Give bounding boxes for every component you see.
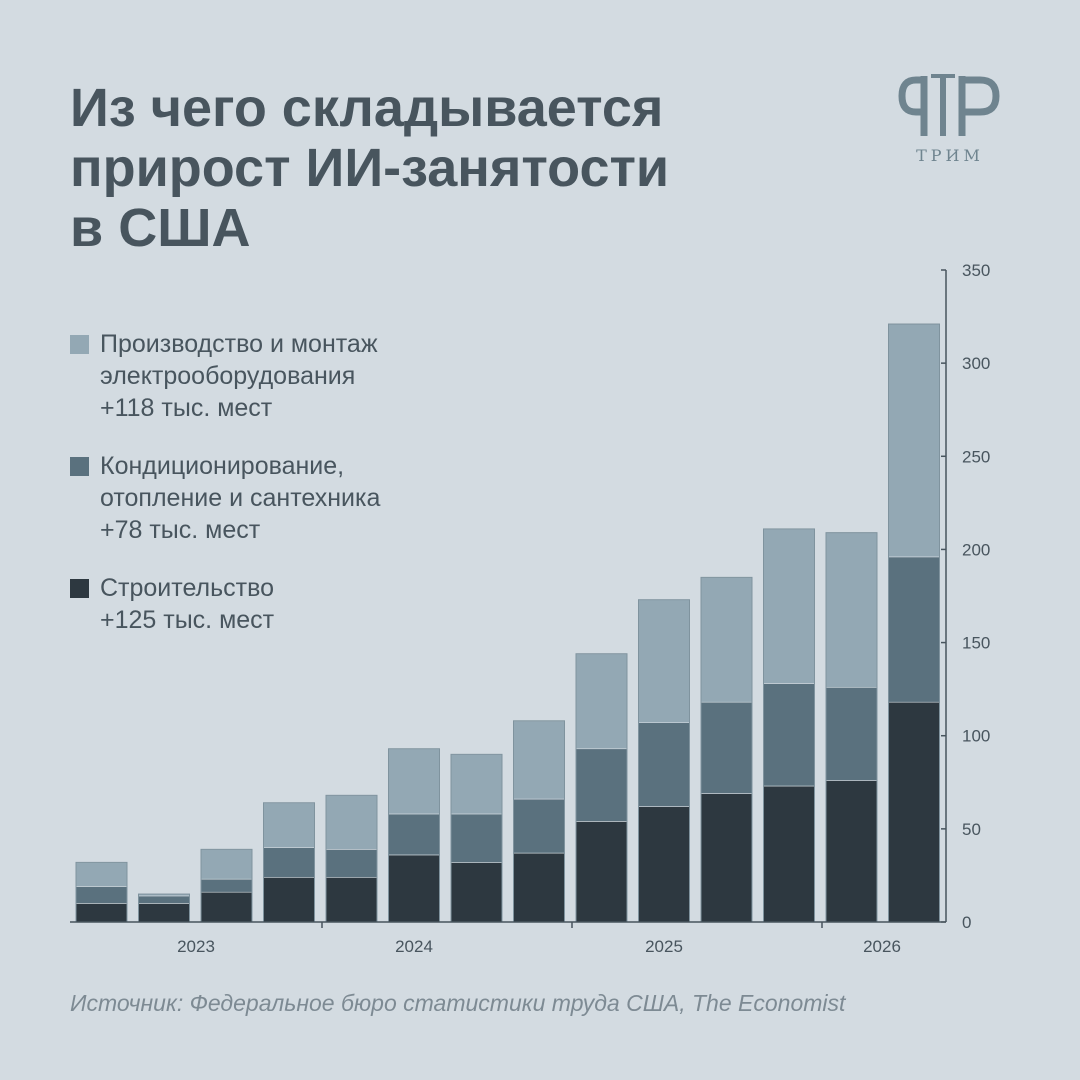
bar-segment — [263, 802, 315, 848]
bar-segment — [263, 876, 315, 923]
bar-segment — [200, 891, 253, 923]
y-tick-label: 150 — [962, 634, 990, 653]
x-tick-label: 2025 — [645, 937, 683, 956]
bar-segment — [638, 599, 690, 723]
chart-legend: Производство и монтаж электрооборудовани… — [70, 328, 450, 636]
legend-label: Строительство — [100, 574, 274, 602]
bar-segment — [700, 577, 753, 703]
source-note: Источник: Федеральное бюро статистики тр… — [70, 990, 846, 1016]
title-line: прирост ИИ-занятости — [70, 138, 670, 198]
bar-segment — [513, 798, 565, 854]
bar-segment — [388, 813, 440, 856]
bar-segment — [325, 849, 378, 878]
y-tick-label: 350 — [962, 261, 990, 280]
chart-title: Из чего складывается прирост ИИ-занятост… — [70, 78, 830, 258]
x-tick-label: 2023 — [177, 937, 215, 956]
y-tick-label: 250 — [962, 447, 990, 466]
bar-segment — [700, 793, 753, 923]
legend-label: отопление и сантехника — [100, 484, 381, 512]
bar-segment — [513, 852, 565, 923]
bar-segment — [75, 903, 128, 923]
bar-segment — [513, 720, 565, 800]
legend-swatch — [70, 335, 89, 354]
bar-segment — [888, 701, 940, 923]
bar-segment — [888, 323, 940, 558]
logo-text: ТРИМ — [916, 146, 984, 165]
bar-segment — [638, 722, 690, 807]
legend-label: электрооборудования — [100, 362, 356, 390]
legend-value: +125 тыс. мест — [100, 606, 275, 634]
bar-segment — [388, 854, 440, 923]
bar-segment — [138, 895, 190, 904]
legend-value: +118 тыс. мест — [100, 394, 273, 422]
title-line: в США — [70, 198, 251, 258]
bar-segment — [325, 876, 378, 923]
legend-label: Кондиционирование, — [100, 452, 345, 480]
axes-group: 2023 2024 2025 2026 0 50 100 150 200 250 300 350 — [70, 261, 990, 956]
bar-segment — [388, 748, 440, 815]
bar-segment — [575, 748, 628, 822]
x-tick-label: 2026 — [863, 937, 901, 956]
bar-segment — [825, 686, 878, 781]
legend-label: Производство и монтаж — [100, 330, 378, 358]
legend-value: +78 тыс. мест — [100, 516, 261, 544]
bar-segment — [825, 780, 878, 923]
bar-segment — [75, 862, 128, 887]
bar-segment — [138, 903, 190, 923]
y-tick-label: 100 — [962, 727, 990, 746]
legend-swatch — [70, 579, 89, 598]
trim-logo-icon: ТРИМ — [898, 74, 1000, 165]
bar-segment — [763, 683, 815, 787]
bar-segment — [75, 886, 128, 904]
title-line: Из чего складывается — [70, 78, 664, 138]
bar-segment — [450, 754, 503, 815]
bar-segment — [825, 532, 878, 688]
bar-segment — [638, 806, 690, 923]
bar-segment — [200, 849, 253, 880]
y-tick-label: 50 — [962, 820, 981, 839]
legend-item-hvac: Кондиционирование, отопление и сантехник… — [70, 450, 450, 546]
x-tick-label: 2024 — [395, 937, 433, 956]
y-tick-label: 300 — [962, 354, 990, 373]
bar-segment — [325, 795, 378, 850]
bar-segment — [888, 556, 940, 703]
legend-item-electrical: Производство и монтаж электрооборудовани… — [70, 328, 450, 424]
bar-segment — [575, 653, 628, 750]
y-tick-label: 200 — [962, 540, 990, 559]
legend-item-construction: Строительство +125 тыс. мест — [70, 572, 450, 636]
bars-group — [75, 323, 940, 923]
y-tick-label: 0 — [962, 913, 971, 932]
bar-segment — [263, 847, 315, 878]
bar-segment — [200, 878, 253, 893]
bar-segment — [700, 701, 753, 794]
bar-segment — [763, 528, 815, 684]
bar-segment — [450, 813, 503, 863]
bar-segment — [450, 862, 503, 923]
legend-swatch — [70, 457, 89, 476]
bar-segment — [575, 821, 628, 923]
bar-segment — [763, 785, 815, 923]
